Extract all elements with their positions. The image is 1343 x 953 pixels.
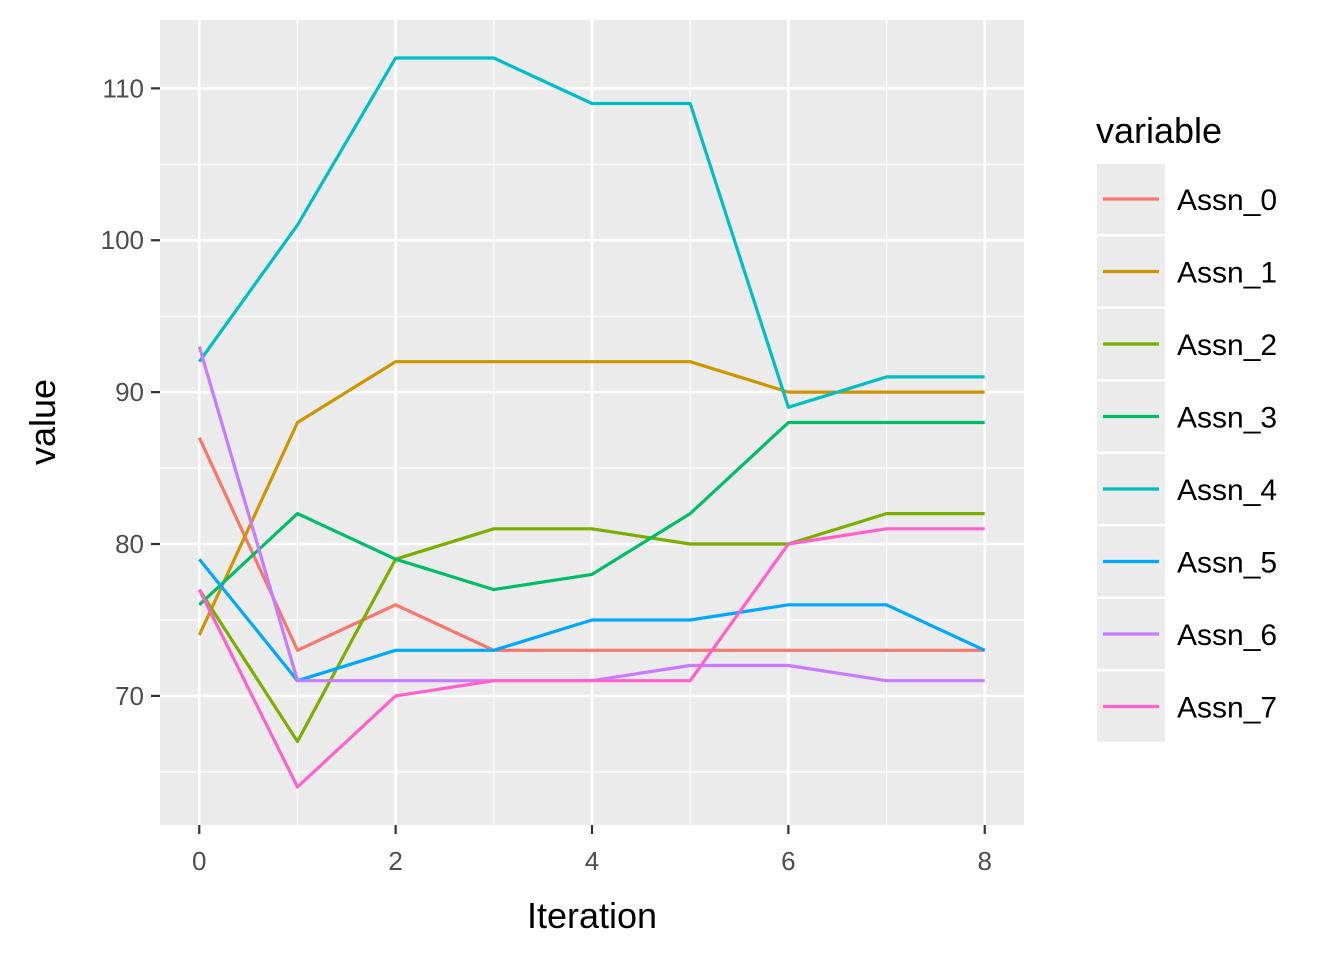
legend-label: Assn_1	[1177, 257, 1277, 290]
y-tick-label: 110	[103, 73, 144, 103]
y-tick-label: 90	[115, 377, 144, 407]
x-tick-label: 0	[192, 846, 206, 876]
legend-item-assn-4: Assn_4	[1097, 454, 1277, 524]
series-lines	[197, 56, 986, 789]
x-tick-label: 2	[388, 846, 402, 876]
y-tick-label: 70	[115, 681, 144, 711]
legend-item-assn-5: Assn_5	[1097, 526, 1277, 597]
series-line-assn-4	[198, 56, 985, 409]
series-line-assn-7	[197, 527, 985, 789]
y-tick-label: 100	[101, 225, 144, 255]
major-gridlines	[160, 20, 1024, 825]
legend-label: Assn_0	[1177, 184, 1277, 217]
x-axis: 0 2 4 6 8	[192, 825, 992, 876]
legend-label: Assn_2	[1177, 329, 1277, 362]
legend-item-assn-6: Assn_6	[1097, 599, 1277, 669]
x-tick-label: 4	[585, 846, 599, 876]
legend-label: Assn_6	[1177, 619, 1277, 652]
legend-label: Assn_5	[1177, 547, 1277, 580]
series-line-assn-1	[197, 360, 985, 636]
series-line-assn-5	[198, 558, 986, 683]
y-axis: 70 80 90 100 110	[101, 73, 160, 711]
series-line-assn-0	[197, 437, 985, 652]
legend-item-assn-7: Assn_7	[1097, 671, 1277, 742]
legend-item-assn-2: Assn_2	[1097, 309, 1277, 379]
legend-item-assn-0: Assn_0	[1097, 164, 1277, 234]
x-tick-label: 6	[781, 846, 795, 876]
y-tick-label: 80	[115, 529, 144, 559]
legend: variable Assn_0 Assn_1 Assn_2 Assn_3 Assn_4 A…	[1096, 110, 1277, 742]
legend-label: Assn_3	[1177, 402, 1277, 435]
y-axis-title: value	[22, 379, 63, 465]
legend-title: variable	[1096, 110, 1222, 151]
legend-label: Assn_7	[1177, 692, 1277, 725]
legend-item-assn-1: Assn_1	[1097, 236, 1277, 307]
series-line-assn-3	[198, 420, 985, 606]
legend-item-assn-3: Assn_3	[1097, 381, 1277, 452]
x-tick-label: 8	[977, 846, 991, 876]
x-axis-title: Iteration	[527, 895, 657, 936]
legend-label: Assn_4	[1177, 474, 1277, 507]
